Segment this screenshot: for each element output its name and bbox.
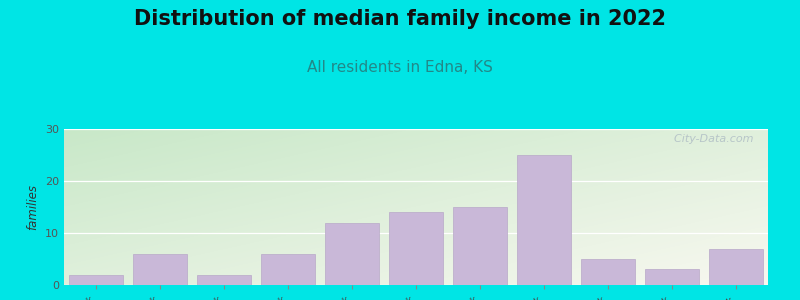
Bar (517, 155, 571, 285)
Bar (389, 212, 443, 285)
Text: All residents in Edna, KS: All residents in Edna, KS (307, 60, 493, 75)
Bar (69, 274, 123, 285)
Bar (197, 274, 251, 285)
Bar (325, 223, 379, 285)
Bar (453, 207, 507, 285)
Text: Distribution of median family income in 2022: Distribution of median family income in … (134, 9, 666, 29)
Text: City-Data.com: City-Data.com (667, 134, 754, 144)
Bar (133, 254, 187, 285)
Bar (581, 259, 635, 285)
Y-axis label: families: families (26, 184, 39, 230)
Bar (709, 249, 763, 285)
Bar (645, 269, 699, 285)
Bar (261, 254, 315, 285)
